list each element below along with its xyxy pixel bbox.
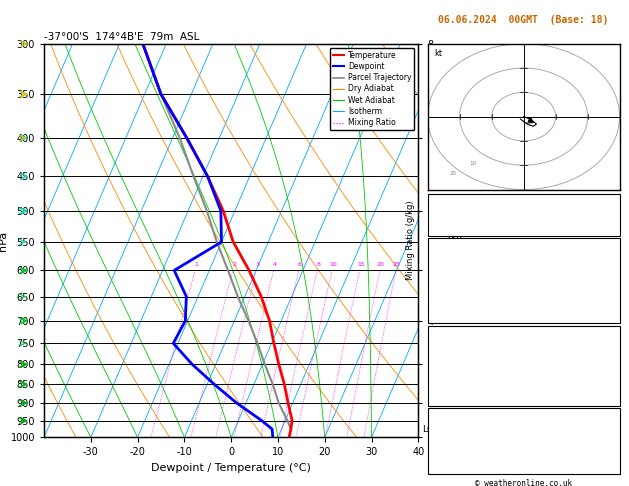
Text: Hodograph: Hodograph — [499, 412, 548, 421]
Text: 20: 20 — [377, 262, 385, 267]
Text: 3: 3 — [255, 262, 260, 267]
Text: 10: 10 — [469, 161, 476, 166]
Text: EH: EH — [432, 418, 442, 428]
Text: Dewp (°C): Dewp (°C) — [432, 262, 477, 272]
Y-axis label: km
ASL: km ASL — [445, 230, 464, 251]
Text: 06.06.2024  00GMT  (Base: 18): 06.06.2024 00GMT (Base: 18) — [438, 15, 609, 25]
X-axis label: Dewpoint / Temperature (°C): Dewpoint / Temperature (°C) — [151, 463, 311, 473]
Text: 975: 975 — [600, 338, 615, 347]
Text: -10: -10 — [600, 198, 615, 207]
Text: 8.9: 8.9 — [600, 262, 615, 272]
Text: 12.4: 12.4 — [595, 250, 615, 260]
Text: 10: 10 — [330, 262, 337, 267]
Text: © weatheronline.co.uk: © weatheronline.co.uk — [475, 479, 572, 486]
Text: CAPE (J): CAPE (J) — [432, 299, 472, 308]
Text: 0: 0 — [610, 379, 615, 388]
Text: 304: 304 — [600, 352, 615, 361]
Legend: Temperature, Dewpoint, Parcel Trajectory, Dry Adiabat, Wet Adiabat, Isotherm, Mi: Temperature, Dewpoint, Parcel Trajectory… — [330, 48, 415, 130]
Text: Surface: Surface — [505, 243, 542, 252]
Text: 8: 8 — [316, 262, 320, 267]
Text: θᴇ (K): θᴇ (K) — [432, 352, 462, 361]
Text: 20: 20 — [450, 171, 457, 176]
Text: kt: kt — [434, 49, 442, 58]
Text: CIN (J): CIN (J) — [432, 312, 467, 320]
Text: Lifted Index: Lifted Index — [432, 287, 492, 296]
Text: 0: 0 — [610, 393, 615, 402]
Text: 25: 25 — [393, 262, 401, 267]
Text: 10: 10 — [605, 461, 615, 470]
Text: Totals Totals: Totals Totals — [432, 211, 497, 220]
Text: 1.16: 1.16 — [595, 224, 615, 233]
Y-axis label: hPa: hPa — [0, 230, 8, 251]
Text: CIN (J): CIN (J) — [432, 393, 467, 402]
Text: Pressure (mb): Pressure (mb) — [432, 338, 497, 347]
Text: 0: 0 — [610, 312, 615, 320]
Text: -37°00'S  174°4B'E  79m  ASL: -37°00'S 174°4B'E 79m ASL — [44, 32, 199, 42]
Text: StmSpd (kt): StmSpd (kt) — [432, 461, 487, 470]
Text: 2: 2 — [232, 262, 237, 267]
Text: 28: 28 — [605, 211, 615, 220]
Text: LCL: LCL — [423, 425, 438, 434]
Text: -39: -39 — [600, 418, 615, 428]
Text: 1: 1 — [194, 262, 198, 267]
Text: StmDir: StmDir — [432, 447, 462, 456]
Text: 304: 304 — [600, 275, 615, 284]
Text: 14: 14 — [605, 365, 615, 374]
Text: PW (cm): PW (cm) — [432, 224, 467, 233]
Text: 61°: 61° — [600, 447, 615, 456]
Text: 0: 0 — [610, 299, 615, 308]
Text: Mixing Ratio (g/kg): Mixing Ratio (g/kg) — [406, 201, 415, 280]
Text: -19: -19 — [600, 433, 615, 442]
Text: 4: 4 — [273, 262, 277, 267]
Text: Lifted Index: Lifted Index — [432, 365, 492, 374]
Text: CAPE (J): CAPE (J) — [432, 379, 472, 388]
Text: K: K — [432, 198, 437, 207]
Text: 15: 15 — [357, 262, 365, 267]
Text: Most Unstable: Most Unstable — [489, 330, 559, 339]
Text: θᴇ(K): θᴇ(K) — [432, 275, 457, 284]
Text: 6: 6 — [298, 262, 302, 267]
Text: 14: 14 — [605, 287, 615, 296]
Text: Temp (°C): Temp (°C) — [432, 250, 477, 260]
Text: SREH: SREH — [432, 433, 452, 442]
